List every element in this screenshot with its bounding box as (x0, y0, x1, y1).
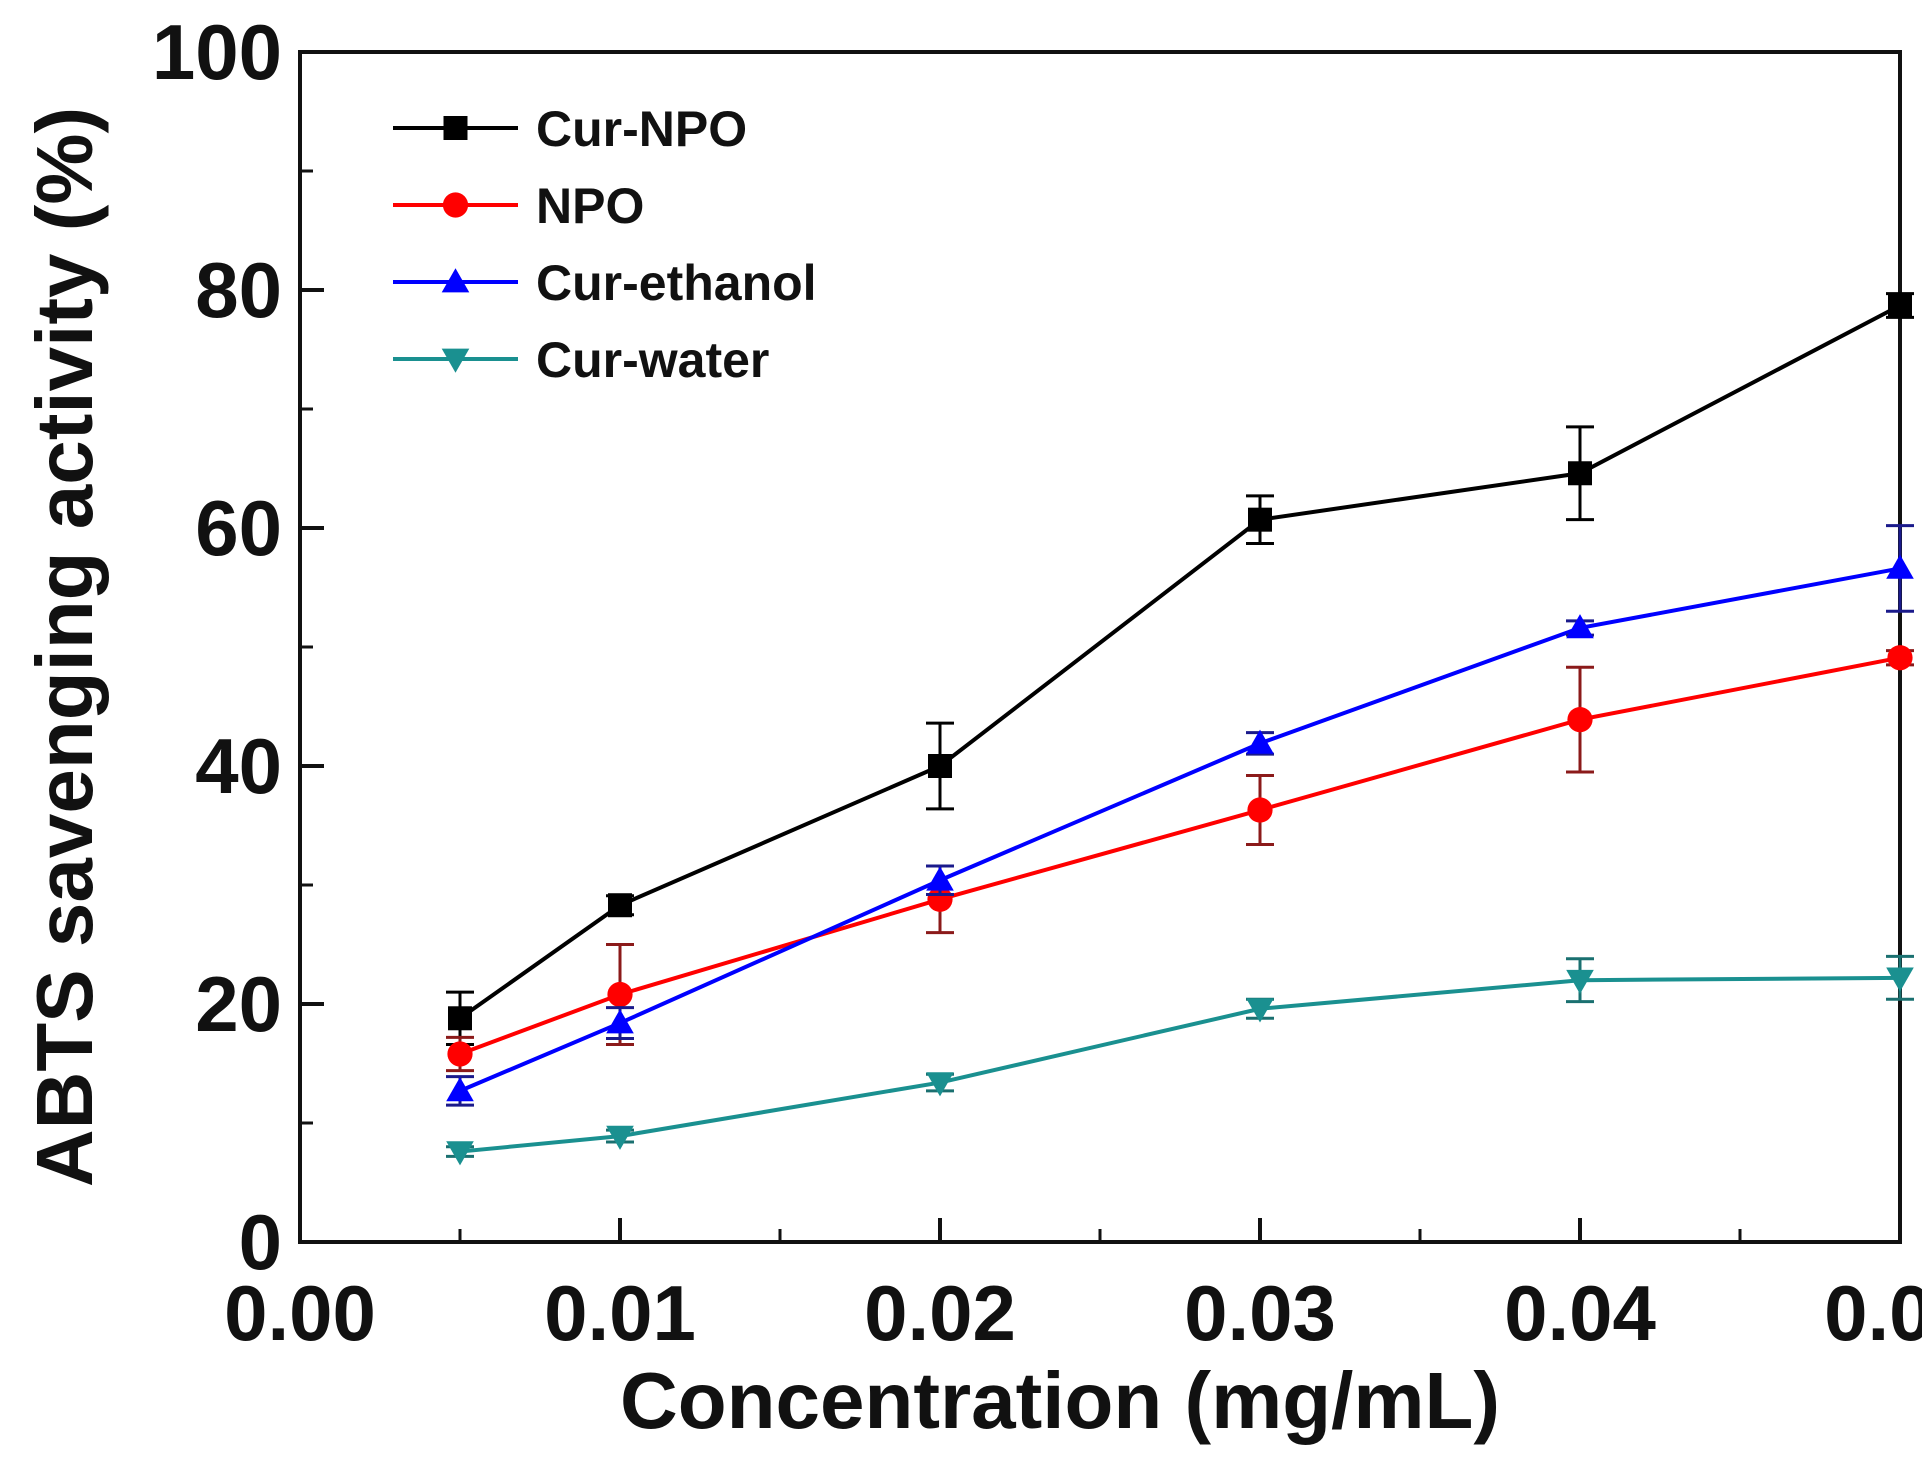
legend-marker-cur-ethanol (441, 268, 470, 293)
data-point-cur-npo-0 (448, 1006, 472, 1031)
y-tick-label-0: 0 (239, 1198, 282, 1286)
data-point-cur-ethanol-2 (926, 866, 954, 891)
legend-item-cur-water: Cur-water (393, 332, 769, 388)
legend-label-cur-water: Cur-water (536, 332, 769, 388)
series-line-cur-npo (458, 303, 1901, 1020)
series-cur-npo (446, 292, 1914, 1046)
data-point-cur-water-1 (606, 1125, 634, 1150)
legend-label-cur-npo: Cur-NPO (536, 101, 747, 157)
legend-label-cur-ethanol: Cur-ethanol (536, 255, 817, 311)
series-cur-ethanol (446, 524, 1914, 1107)
y-tick-label-1: 20 (195, 960, 282, 1048)
data-point-cur-npo-2 (928, 754, 952, 778)
data-point-npo-3 (1247, 797, 1273, 823)
data-point-cur-npo-5 (1888, 293, 1912, 318)
x-tick-label-5: 0.05 (1824, 1269, 1922, 1357)
data-point-cur-npo-1 (608, 893, 632, 918)
legend-item-cur-npo: Cur-NPO (393, 101, 747, 157)
data-point-cur-ethanol-0 (446, 1077, 474, 1102)
x-tick-label-2: 0.02 (864, 1269, 1016, 1357)
data-point-cur-ethanol-4 (1566, 614, 1594, 639)
legend-marker-npo (442, 192, 469, 218)
data-point-cur-npo-3 (1248, 507, 1272, 532)
legend-item-npo: NPO (393, 178, 644, 234)
data-point-cur-water-4 (1566, 969, 1594, 994)
series-cur-water (446, 954, 1914, 1166)
legend-marker-cur-npo (443, 116, 468, 140)
x-axis-title: Concentration (mg/mL) (620, 1356, 1500, 1445)
legend-marker-cur-water (441, 348, 470, 373)
data-point-cur-ethanol-3 (1246, 729, 1274, 754)
series-npo (446, 645, 1914, 1073)
y-axis-title: ABTS savenging activity (%) (20, 107, 109, 1187)
axes: 0 20 40 60 80 100 0.00 0.01 0.02 0.03 0.04 0.05 (152, 8, 1922, 1357)
data-point-npo-1 (607, 981, 633, 1008)
data-point-cur-water-0 (446, 1141, 474, 1166)
x-tick-label-4: 0.04 (1504, 1269, 1656, 1357)
data-point-cur-water-2 (926, 1072, 954, 1097)
data-point-npo-5 (1887, 645, 1913, 671)
data-point-cur-water-3 (1246, 998, 1274, 1023)
legend: Cur-NPO NPO Cur-ethanol Cur-water (393, 101, 817, 388)
data-point-cur-ethanol-1 (606, 1009, 634, 1034)
y-tick-label-2: 40 (195, 722, 282, 810)
x-tick-label-0: 0.00 (224, 1269, 376, 1357)
x-tick-label-3: 0.03 (1184, 1269, 1336, 1357)
data-point-npo-2 (927, 886, 953, 912)
legend-label-npo: NPO (536, 178, 644, 234)
data-point-npo-0 (447, 1041, 473, 1067)
series-layer (446, 292, 1914, 1166)
legend-item-cur-ethanol: Cur-ethanol (393, 255, 817, 311)
series-line-npo (459, 655, 1901, 1056)
data-point-cur-npo-4 (1568, 461, 1592, 486)
data-point-npo-4 (1567, 706, 1593, 733)
series-line-cur-ethanol (459, 566, 1901, 1093)
data-point-cur-water-5 (1886, 967, 1914, 992)
series-line-cur-water (459, 975, 1901, 1154)
y-tick-label-3: 60 (195, 484, 282, 572)
y-tick-label-5: 100 (152, 8, 282, 96)
data-point-cur-ethanol-5 (1886, 554, 1914, 579)
y-tick-label-4: 80 (195, 246, 282, 334)
x-tick-label-1: 0.01 (544, 1269, 696, 1357)
